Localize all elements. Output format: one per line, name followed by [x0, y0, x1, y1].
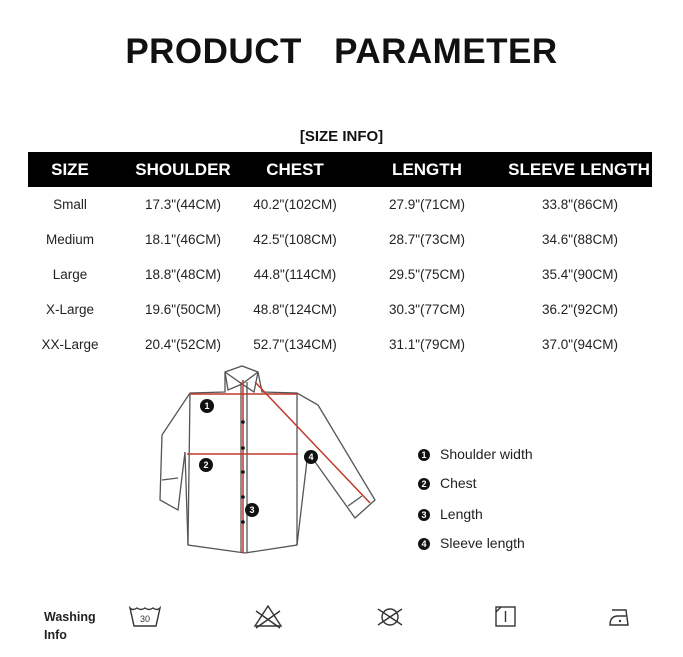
page-title: PRODUCT PARAMETER	[125, 32, 558, 71]
header-shoulder: SHOULDER	[135, 160, 231, 179]
header-chest: CHEST	[266, 160, 324, 179]
table-cell: Small	[53, 197, 87, 212]
table-row: Medium 18.1"(46CM) 42.5"(108CM) 28.7"(73CM)…	[0, 232, 683, 252]
no-bleach-icon	[253, 604, 283, 629]
table-cell: 37.0"(94CM)	[541, 337, 619, 352]
table-cell: X-Large	[45, 302, 95, 317]
washing-label-line: Washing	[44, 610, 96, 624]
table-cell: 18.8"(48CM)	[144, 267, 222, 282]
table-cell: 36.2"(92CM)	[541, 302, 619, 317]
table-row: X-Large 19.6"(50CM) 48.8"(124CM) 30.3"(77CM…	[0, 302, 683, 322]
table-cell: 20.4"(52CM)	[144, 337, 222, 352]
table-cell: 48.8"(124CM)	[253, 302, 337, 317]
legend-item: 2 Chest	[418, 475, 477, 491]
header-length: LENGTH	[392, 160, 462, 179]
legend-label: Sleeve length	[440, 535, 525, 551]
no-tumble-dry-icon	[377, 608, 403, 626]
table-row: Small 17.3"(44CM) 40.2"(102CM) 27.9"(71CM) 3…	[0, 197, 683, 217]
washing-info-label: Washing Info	[44, 608, 96, 644]
table-cell: 42.5"(108CM)	[253, 232, 337, 247]
legend-label: Chest	[440, 475, 477, 491]
table-cell: 52.7"(134CM)	[253, 337, 337, 352]
drip-dry-icon	[495, 606, 516, 627]
legend-item: 4 Sleeve length	[418, 535, 525, 551]
table-cell: 44.8"(114CM)	[253, 267, 337, 282]
table-cell: 31.1"(79CM)	[388, 337, 466, 352]
wash-30-icon: 30	[128, 605, 162, 627]
legend-item: 1 Shoulder width	[418, 446, 533, 462]
table-cell: 29.5"(75CM)	[388, 267, 466, 282]
legend-number: 3	[418, 509, 430, 521]
legend-number: 4	[418, 538, 430, 550]
legend-item: 3 Length	[418, 506, 483, 522]
table-cell: 40.2"(102CM)	[253, 197, 337, 212]
wash-temp: 30	[140, 614, 150, 624]
table-cell: Large	[52, 267, 88, 282]
table-cell: XX-Large	[41, 337, 99, 352]
legend-number: 2	[418, 478, 430, 490]
table-cell: 27.9"(71CM)	[388, 197, 466, 212]
table-cell: 28.7"(73CM)	[388, 232, 466, 247]
table-header: SIZE SHOULDER CHEST LENGTH SLEEVE LENGTH	[28, 152, 652, 187]
table-cell: 19.6"(50CM)	[144, 302, 222, 317]
svg-text:3: 3	[249, 505, 254, 515]
table-row: XX-Large 20.4"(52CM) 52.7"(134CM) 31.1"(79C…	[0, 337, 683, 357]
svg-text:2: 2	[203, 460, 208, 470]
washing-label-line: Info	[44, 628, 67, 642]
table-cell: 30.3"(77CM)	[388, 302, 466, 317]
legend-label: Shoulder width	[440, 446, 533, 462]
size-info-heading: [SIZE INFO]	[299, 128, 384, 145]
table-cell: 18.1"(46CM)	[144, 232, 222, 247]
table-cell: Medium	[45, 232, 95, 247]
header-sleeve-length: SLEEVE LENGTH	[508, 160, 650, 179]
svg-text:4: 4	[308, 452, 313, 462]
table-row: Large 18.8"(48CM) 44.8"(114CM) 29.5"(75CM) 3…	[0, 267, 683, 287]
table-cell: 34.6"(88CM)	[541, 232, 619, 247]
table-cell: 35.4"(90CM)	[541, 267, 619, 282]
iron-low-icon	[609, 609, 629, 626]
svg-text:1: 1	[204, 401, 209, 411]
table-cell: 17.3"(44CM)	[144, 197, 222, 212]
table-cell: 33.8"(86CM)	[541, 197, 619, 212]
shirt-diagram: 1 2 3 4	[159, 365, 376, 554]
header-size: SIZE	[51, 160, 89, 179]
legend-number: 1	[418, 449, 430, 461]
legend-label: Length	[440, 506, 483, 522]
